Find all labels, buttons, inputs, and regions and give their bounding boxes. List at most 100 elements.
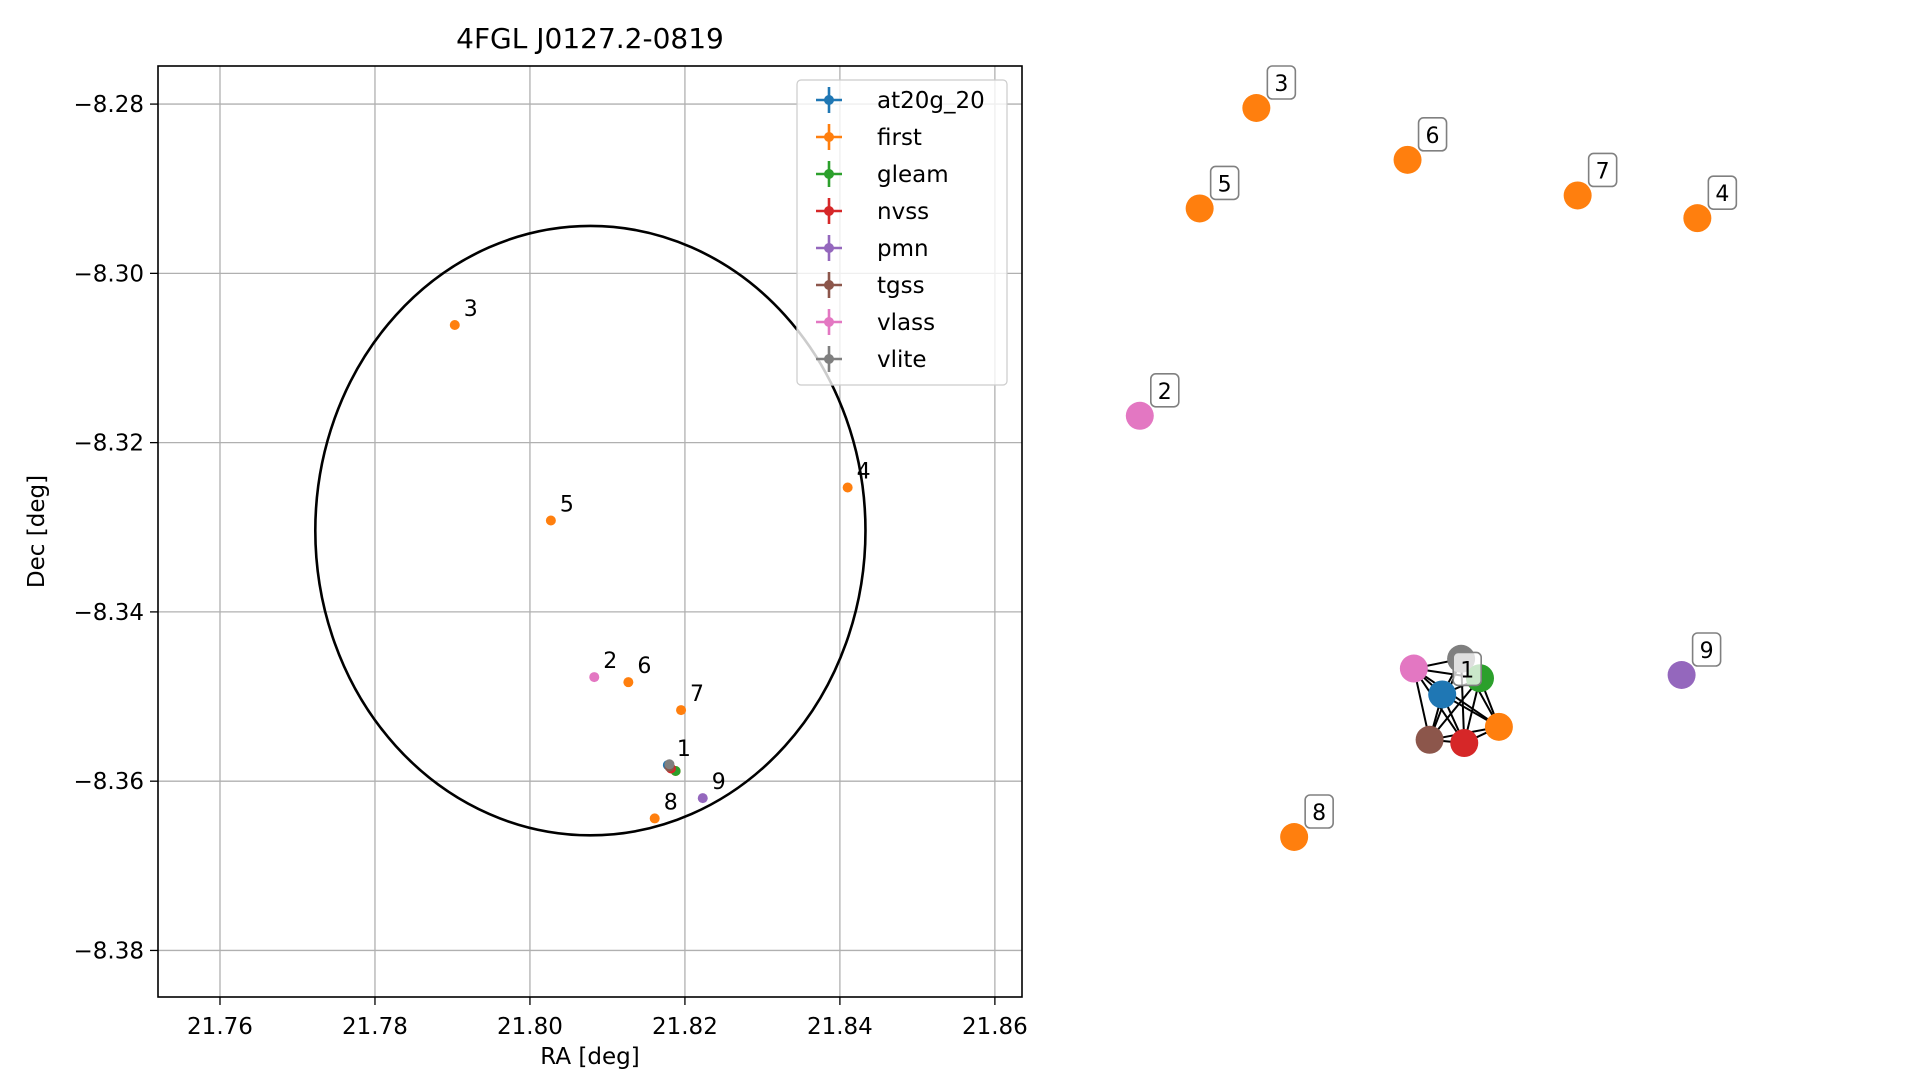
y-tick-label: −8.32 xyxy=(74,431,144,457)
graph-node xyxy=(1667,661,1696,689)
graph-node-label: 8 xyxy=(1304,794,1334,829)
source-marker-first xyxy=(842,482,853,493)
legend-label: tgss xyxy=(877,273,925,299)
legend-item-vlite: vlite xyxy=(816,346,927,373)
graph-edge xyxy=(1413,667,1500,728)
graph-label-box xyxy=(1150,372,1180,408)
legend-marker xyxy=(824,280,834,290)
legend-marker xyxy=(824,206,834,216)
graph-label-text: 2 xyxy=(1158,380,1172,405)
source-marker-vlass xyxy=(589,672,600,683)
x-tick-label: 21.76 xyxy=(187,1014,253,1040)
y-axis-title: Dec [deg] xyxy=(24,475,50,588)
graph-node xyxy=(1125,401,1154,430)
graph-node xyxy=(1450,729,1479,758)
graph-node-label: 7 xyxy=(1587,152,1618,188)
source-label: 5 xyxy=(560,492,574,517)
source-markers: 1 3 4 5 6 7 8 9 2 xyxy=(449,297,871,824)
source-marker-first xyxy=(449,319,460,330)
x-tick-label: 21.86 xyxy=(962,1014,1028,1040)
source-marker-first xyxy=(676,705,687,716)
graph-node xyxy=(1280,823,1309,851)
graph-label-box xyxy=(1417,117,1448,152)
graph-node-label: 4 xyxy=(1707,175,1738,210)
graph-label-text: 9 xyxy=(1700,639,1714,664)
legend-label: gleam xyxy=(877,162,949,188)
graph-node xyxy=(1683,204,1712,233)
y-tick-label: −8.30 xyxy=(74,261,144,287)
x-tick-label: 21.82 xyxy=(652,1014,718,1040)
source-marker-pmn xyxy=(697,793,708,804)
x-axis-title: RA [deg] xyxy=(540,1044,639,1070)
x-tick-label: 21.80 xyxy=(497,1014,563,1040)
legend-label: vlass xyxy=(877,310,935,336)
y-tick-label: −8.28 xyxy=(74,92,144,118)
graph-label-text: 3 xyxy=(1274,72,1288,97)
source-marker-first xyxy=(623,677,634,688)
graph-node xyxy=(1563,181,1592,210)
graph-node-labels: 3 6 5 7 4 2 1 9 8 xyxy=(1150,65,1738,829)
graph-label-box xyxy=(1587,152,1618,188)
graph-node-label: 6 xyxy=(1417,117,1448,152)
graph-node xyxy=(1415,725,1444,754)
graph-node xyxy=(1428,680,1457,709)
graph-label-text: 7 xyxy=(1596,159,1610,184)
graph-node xyxy=(1484,712,1513,741)
graph-nodes xyxy=(1125,94,1712,851)
legend-item-vlass: vlass xyxy=(816,309,935,336)
legend-label: vlite xyxy=(877,347,927,373)
legend-marker xyxy=(824,132,834,142)
x-tick-label: 21.84 xyxy=(807,1014,873,1040)
sky-map-panel: 1 3 4 5 6 7 8 9 2 21.76 21.78 21.80 21.82 21.84 21.86… xyxy=(24,22,1028,1070)
y-tick-label: −8.36 xyxy=(74,769,144,795)
legend-label: nvss xyxy=(877,199,929,225)
legend-marker xyxy=(824,169,834,179)
legend-item-nvss: nvss xyxy=(816,198,929,225)
graph-label-text: 1 xyxy=(1460,658,1474,683)
graph-label-box xyxy=(1691,632,1722,667)
axis-ticks: 21.76 21.78 21.80 21.82 21.84 21.86 −8.28 −8.30… xyxy=(74,92,1028,1040)
legend-item-at20g_20: at20g_20 xyxy=(816,87,985,114)
source-label: 3 xyxy=(464,297,478,322)
graph-label-box xyxy=(1304,794,1334,829)
graph-label-text: 5 xyxy=(1218,172,1232,197)
source-label: 9 xyxy=(712,770,726,795)
legend-item-first: first xyxy=(816,124,922,151)
y-tick-label: −8.34 xyxy=(74,600,144,626)
y-tick-label: −8.38 xyxy=(74,938,144,964)
graph-node xyxy=(1185,194,1214,223)
legend-item-gleam: gleam xyxy=(816,161,949,188)
legend-label: pmn xyxy=(877,236,929,262)
legend-marker xyxy=(824,95,834,105)
graph-node xyxy=(1393,145,1422,174)
legend-box xyxy=(796,79,1008,386)
graph-node-label: 9 xyxy=(1691,632,1722,667)
graph-label-box xyxy=(1707,175,1738,210)
graph-label-text: 6 xyxy=(1426,124,1440,149)
source-marker-first xyxy=(545,515,556,526)
graph-node xyxy=(1242,94,1271,122)
axes-frame xyxy=(157,65,1023,998)
graph-node-label: 5 xyxy=(1209,165,1240,201)
legend-item-pmn: pmn xyxy=(816,235,929,262)
graph-label-text: 8 xyxy=(1312,801,1326,826)
graph-node-label: 2 xyxy=(1150,372,1180,408)
graph-label-box xyxy=(1452,651,1482,687)
legend-marker xyxy=(824,243,834,253)
legend-marker xyxy=(824,317,834,327)
source-label: 2 xyxy=(603,649,617,674)
plot-title: 4FGL J0127.2-0819 xyxy=(456,22,724,55)
graph-node-label: 1 xyxy=(1452,651,1482,687)
source-marker-first xyxy=(649,813,660,824)
error-ellipse-curve xyxy=(314,224,867,837)
legend-label: first xyxy=(877,125,922,151)
association-graph-panel: 3 6 5 7 4 2 1 9 8 xyxy=(1125,65,1738,851)
graph-node-label: 3 xyxy=(1266,65,1297,100)
legend-item-tgss: tgss xyxy=(816,272,925,299)
legend-label: at20g_20 xyxy=(877,88,985,114)
source-label: 4 xyxy=(857,459,871,484)
graph-node xyxy=(1399,654,1428,683)
graph-label-text: 4 xyxy=(1715,182,1729,207)
